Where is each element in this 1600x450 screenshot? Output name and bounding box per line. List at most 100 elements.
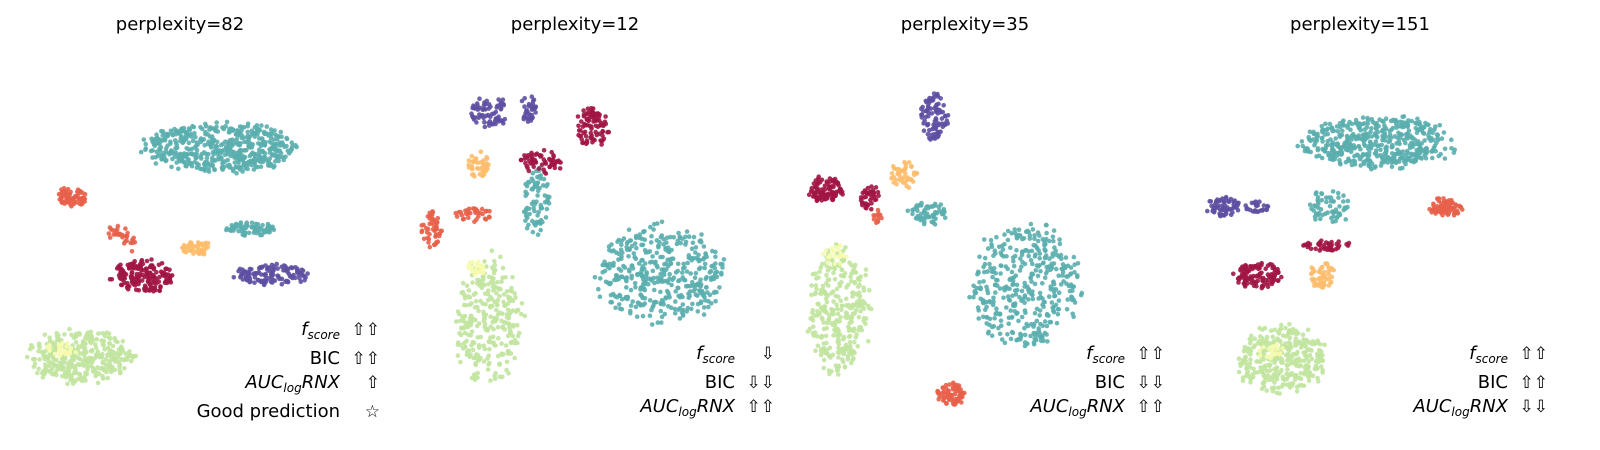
scatter-point [1348,144,1354,150]
scatter-point [184,152,189,158]
scatter-point [873,185,879,190]
scatter-point [836,372,841,377]
scatter-point [194,248,200,254]
metric-label: AUClogRNX [640,395,735,424]
scatter-point [1275,266,1280,272]
scatter-point [460,346,466,351]
scatter-point [626,267,632,273]
scatter-point [73,349,78,355]
scatter-point [474,120,479,125]
scatter-point [214,144,220,149]
scatter-point [1284,362,1289,368]
scatter-point [1018,332,1024,338]
scatter-point [305,271,310,276]
scatter-point [1056,273,1061,279]
scatter-point [1028,275,1033,280]
scatter-point [846,282,851,288]
scatter-point [639,242,644,248]
scatter-point [659,233,665,238]
metric-row: BIC ⇩⇩ [1030,371,1165,395]
scatter-point [852,279,858,285]
scatter-point [713,254,718,260]
scatter-point [470,347,476,353]
panel-perplexity-151: perplexity=151 fscore ⇧⇧ BIC ⇧⇧ AUClogRNX ⇩⇩ [1190,0,1590,450]
scatter-point [824,273,829,278]
scatter-point [698,300,704,306]
scatter-point [889,175,894,181]
scatter-point [656,244,661,250]
scatter-point [846,305,852,310]
scatter-point [1037,233,1042,238]
scatter-point [109,357,114,363]
scatter-point [100,351,105,357]
scatter-point [77,188,82,194]
scatter-point [861,195,867,200]
scatter-point [466,332,471,338]
scatter-point [247,279,252,285]
scatter-point [522,313,528,319]
scatter-point [1235,207,1241,213]
cluster-orange [180,240,211,257]
scatter-point [1261,203,1267,208]
scatter-point [1259,369,1265,375]
scatter-point [596,118,602,123]
scatter-point [1304,354,1309,359]
cluster-pale [45,340,78,359]
scatter-point [607,281,613,287]
scatter-point [150,148,155,153]
scatter-point [146,278,152,284]
scatter-point [1071,284,1076,289]
scatter-point [1439,136,1445,141]
scatter-point [1331,210,1336,216]
scatter-point [663,245,668,251]
scatter-point [455,309,461,314]
scatter-point [147,287,152,292]
scatter-point [813,271,818,276]
scatter-point [1307,352,1313,358]
scatter-point [164,275,169,281]
scatter-point [652,261,658,266]
scatter-point [712,265,718,271]
scatter-point [535,213,540,218]
scatter-point [1315,379,1321,384]
scatter-point [1364,152,1369,157]
scatter-point [845,357,851,362]
scatter-point [473,271,478,277]
scatter-point [1322,269,1327,275]
scatter-point [1319,349,1324,354]
scatter-point [115,339,120,345]
scatter-point [474,166,480,171]
scatter-point [844,254,849,259]
scatter-point [227,130,232,135]
scatter-point [682,277,688,283]
scatter-point [821,365,827,371]
scatter-point [530,170,535,176]
scatter-point [191,124,197,130]
cluster-orange [1309,261,1336,290]
scatter-point [896,168,902,174]
scatter-point [285,269,290,275]
scatter-point [632,241,638,246]
scatter-point [988,265,993,271]
scatter-point [1331,214,1336,219]
scatter-point [628,287,634,293]
scatter-point [669,282,674,288]
scatter-point [494,307,499,313]
scatter-point [467,295,473,300]
scatter-point [123,351,128,356]
scatter-point [1442,146,1448,152]
scatter-point [1042,247,1047,252]
scatter-point [839,303,845,309]
scatter-point [1319,364,1324,369]
scatter-point [1059,256,1064,262]
scatter-point [1027,236,1033,241]
scatter-point [469,301,474,306]
scatter-point [122,366,127,371]
scatter-point [1079,290,1085,296]
cluster-teal [592,219,727,327]
scatter-point [198,241,204,246]
scatter-point [820,252,826,257]
scatter-point [824,326,829,331]
scatter-point [485,367,491,372]
scatter-point [477,279,483,284]
